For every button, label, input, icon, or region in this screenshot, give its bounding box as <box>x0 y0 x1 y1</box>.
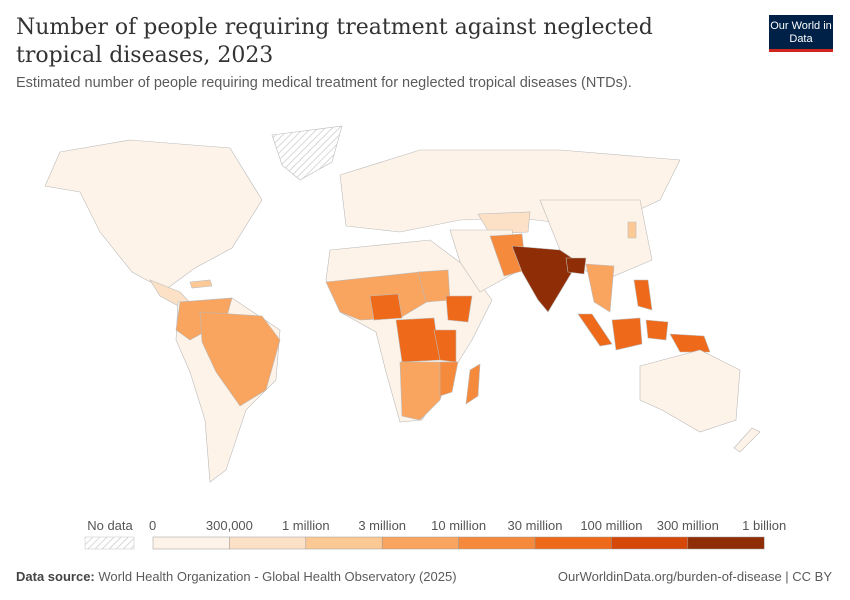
north-america[interactable] <box>44 139 263 291</box>
brazil[interactable] <box>199 311 281 407</box>
legend-tick-label: 0 <box>149 518 157 533</box>
indonesia-sumatra[interactable] <box>577 313 613 347</box>
korea[interactable] <box>627 221 637 239</box>
indonesia-east[interactable] <box>645 319 669 341</box>
legend-tick-label: 10 million <box>431 518 487 533</box>
philippines[interactable] <box>633 279 653 311</box>
data-source: Data source: World Health Organization -… <box>16 569 457 584</box>
bangladesh-myanmar[interactable] <box>565 257 587 275</box>
australia[interactable] <box>639 349 741 433</box>
caribbean[interactable] <box>189 279 213 289</box>
legend-tick-label: 30 million <box>507 518 563 533</box>
new-zealand[interactable] <box>733 427 761 453</box>
dr-congo[interactable] <box>395 317 441 363</box>
chart-title: Number of people requiring treatment aga… <box>16 15 653 68</box>
legend-bin-7[interactable] <box>687 536 765 550</box>
legend-no-data-label: No data <box>87 518 133 533</box>
legend-bin-3[interactable] <box>381 536 459 550</box>
source-url[interactable]: OurWorldinData.org/burden-of-disease | C… <box>557 569 832 584</box>
papua-new-guinea[interactable] <box>669 333 711 353</box>
southeast-asia[interactable] <box>585 263 615 313</box>
legend-tick-label: 3 million <box>358 518 407 533</box>
legend-no-data-swatch <box>84 536 135 550</box>
legend-bin-2[interactable] <box>305 536 383 550</box>
madagascar[interactable] <box>465 363 481 405</box>
legend-bin-5[interactable] <box>534 536 612 550</box>
legend-bar <box>152 536 765 550</box>
source-label: Data source: <box>16 569 95 584</box>
mozambique[interactable] <box>439 361 459 397</box>
legend-tick-label: 300,000 <box>205 518 253 533</box>
greenland[interactable] <box>271 125 343 181</box>
india[interactable] <box>511 245 579 313</box>
owid-logo[interactable]: Our World in Data <box>769 15 833 52</box>
central-asia[interactable] <box>477 211 531 235</box>
china[interactable] <box>539 199 653 283</box>
source-text: World Health Organization - Global Healt… <box>98 569 457 584</box>
legend-bin-1[interactable] <box>229 536 307 550</box>
legend-tick-label: 1 billion <box>742 518 787 533</box>
ethiopia[interactable] <box>445 295 473 323</box>
legend-tick-label: 300 million <box>656 518 719 533</box>
indonesia-java-borneo[interactable] <box>611 317 643 351</box>
legend-bin-0[interactable] <box>152 536 230 550</box>
legend-bin-6[interactable] <box>611 536 689 550</box>
chart-subtitle: Estimated number of people requiring med… <box>16 75 632 91</box>
legend-tick-label: 100 million <box>580 518 643 533</box>
nigeria[interactable] <box>369 293 403 321</box>
legend-bin-4[interactable] <box>458 536 536 550</box>
legend-tick-label: 1 million <box>281 518 330 533</box>
